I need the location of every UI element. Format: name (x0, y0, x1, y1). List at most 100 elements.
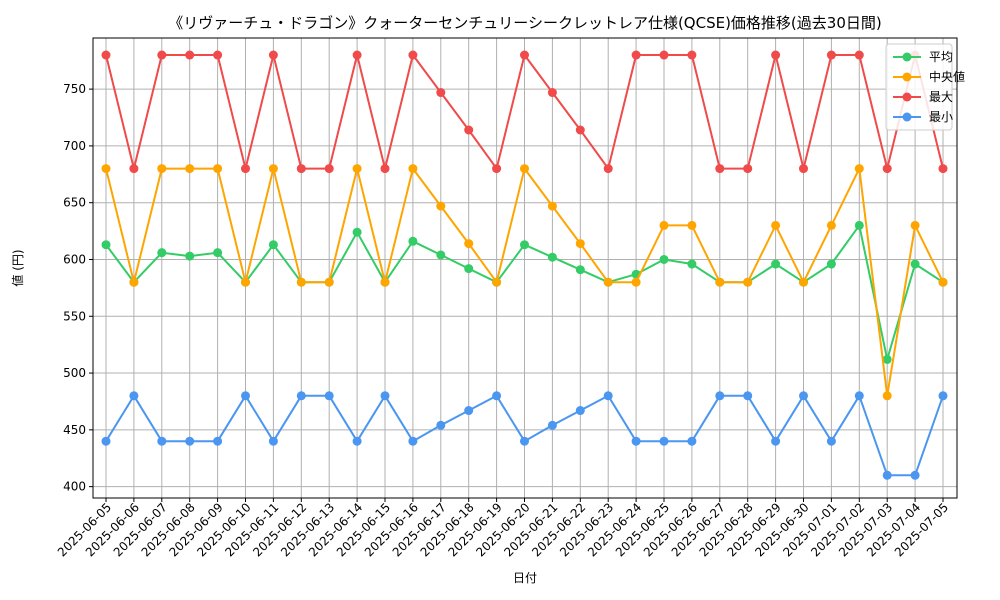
data-point (101, 164, 111, 174)
data-point (157, 436, 167, 446)
data-point (380, 277, 390, 287)
y-tick-label: 650 (63, 196, 86, 210)
data-point (659, 50, 669, 60)
data-point (408, 236, 418, 246)
data-point (464, 406, 474, 416)
legend-marker (902, 92, 912, 102)
data-point (241, 164, 250, 174)
legend-entry: 平均 (893, 50, 953, 64)
y-tick-label: 500 (63, 366, 86, 380)
data-point (715, 391, 725, 401)
data-point (464, 125, 474, 135)
data-point (492, 277, 502, 287)
data-point (185, 436, 195, 446)
data-point (185, 164, 195, 174)
data-point (882, 354, 892, 364)
y-tick-label: 600 (63, 252, 86, 266)
data-point (826, 220, 836, 230)
data-point (352, 164, 362, 174)
data-point (352, 436, 362, 446)
series-3 (101, 50, 948, 174)
data-point (882, 164, 892, 174)
data-point (799, 391, 808, 401)
data-point (854, 164, 864, 174)
data-point (129, 277, 139, 287)
data-point (464, 264, 474, 274)
data-point (603, 391, 613, 401)
y-tick-label: 750 (63, 82, 86, 96)
data-point (268, 164, 278, 174)
data-point (799, 164, 808, 174)
data-point (408, 436, 418, 446)
data-point (938, 164, 948, 174)
data-point (520, 436, 529, 446)
y-tick-label: 700 (63, 139, 86, 153)
series-lines (101, 50, 948, 480)
data-point (854, 220, 864, 230)
data-point (492, 164, 502, 174)
data-point (910, 470, 920, 480)
data-point (268, 240, 278, 250)
data-point (129, 391, 139, 401)
data-point (771, 436, 781, 446)
data-point (129, 164, 139, 174)
x-axis-ticks: 2025-06-052025-06-062025-06-072025-06-08… (55, 498, 951, 559)
data-point (213, 50, 223, 60)
data-point (408, 164, 418, 174)
data-point (826, 50, 836, 60)
data-point (687, 436, 697, 446)
data-point (157, 164, 167, 174)
data-point (268, 436, 278, 446)
data-point (213, 164, 223, 174)
data-point (743, 391, 753, 401)
data-point (687, 259, 697, 269)
legend-label: 中央値 (929, 69, 965, 84)
y-tick-label: 550 (63, 309, 86, 323)
data-point (296, 277, 306, 287)
y-axis-ticks: 400 450 500 550 600 650 700 750 (63, 82, 93, 494)
data-point (241, 391, 250, 401)
data-point (882, 391, 892, 401)
legend-marker (902, 112, 912, 122)
legend-marker (902, 52, 912, 62)
legend-entry: 最小 (893, 110, 953, 124)
data-point (659, 220, 669, 230)
data-point (687, 220, 697, 230)
data-point (743, 164, 753, 174)
data-point (241, 277, 250, 287)
data-point (631, 436, 641, 446)
x-axis-label: 日付 (513, 571, 537, 585)
data-point (324, 391, 334, 401)
series-2 (101, 164, 948, 401)
data-point (408, 50, 418, 60)
data-point (185, 50, 195, 60)
data-point (436, 420, 446, 430)
data-point (854, 50, 864, 60)
data-point (436, 201, 446, 211)
legend-entry: 中央値 (893, 69, 965, 84)
data-point (631, 277, 641, 287)
data-point (603, 164, 613, 174)
data-point (771, 259, 781, 269)
data-point (324, 277, 334, 287)
data-point (520, 240, 529, 250)
data-point (659, 436, 669, 446)
data-point (436, 250, 446, 260)
data-point (771, 50, 781, 60)
data-point (826, 436, 836, 446)
data-point (101, 50, 111, 60)
y-tick-label: 400 (63, 480, 86, 494)
data-point (547, 252, 557, 262)
data-point (296, 164, 306, 174)
data-point (296, 391, 306, 401)
data-point (101, 240, 111, 250)
data-point (157, 248, 167, 258)
data-point (910, 220, 920, 230)
data-point (575, 265, 585, 275)
data-point (799, 277, 808, 287)
data-point (631, 50, 641, 60)
chart-title: 《リヴァーチュ・ドラゴン》クォーターセンチュリーシークレットレア仕様(QCSE)… (168, 14, 881, 32)
data-point (380, 391, 390, 401)
data-point (547, 201, 557, 211)
